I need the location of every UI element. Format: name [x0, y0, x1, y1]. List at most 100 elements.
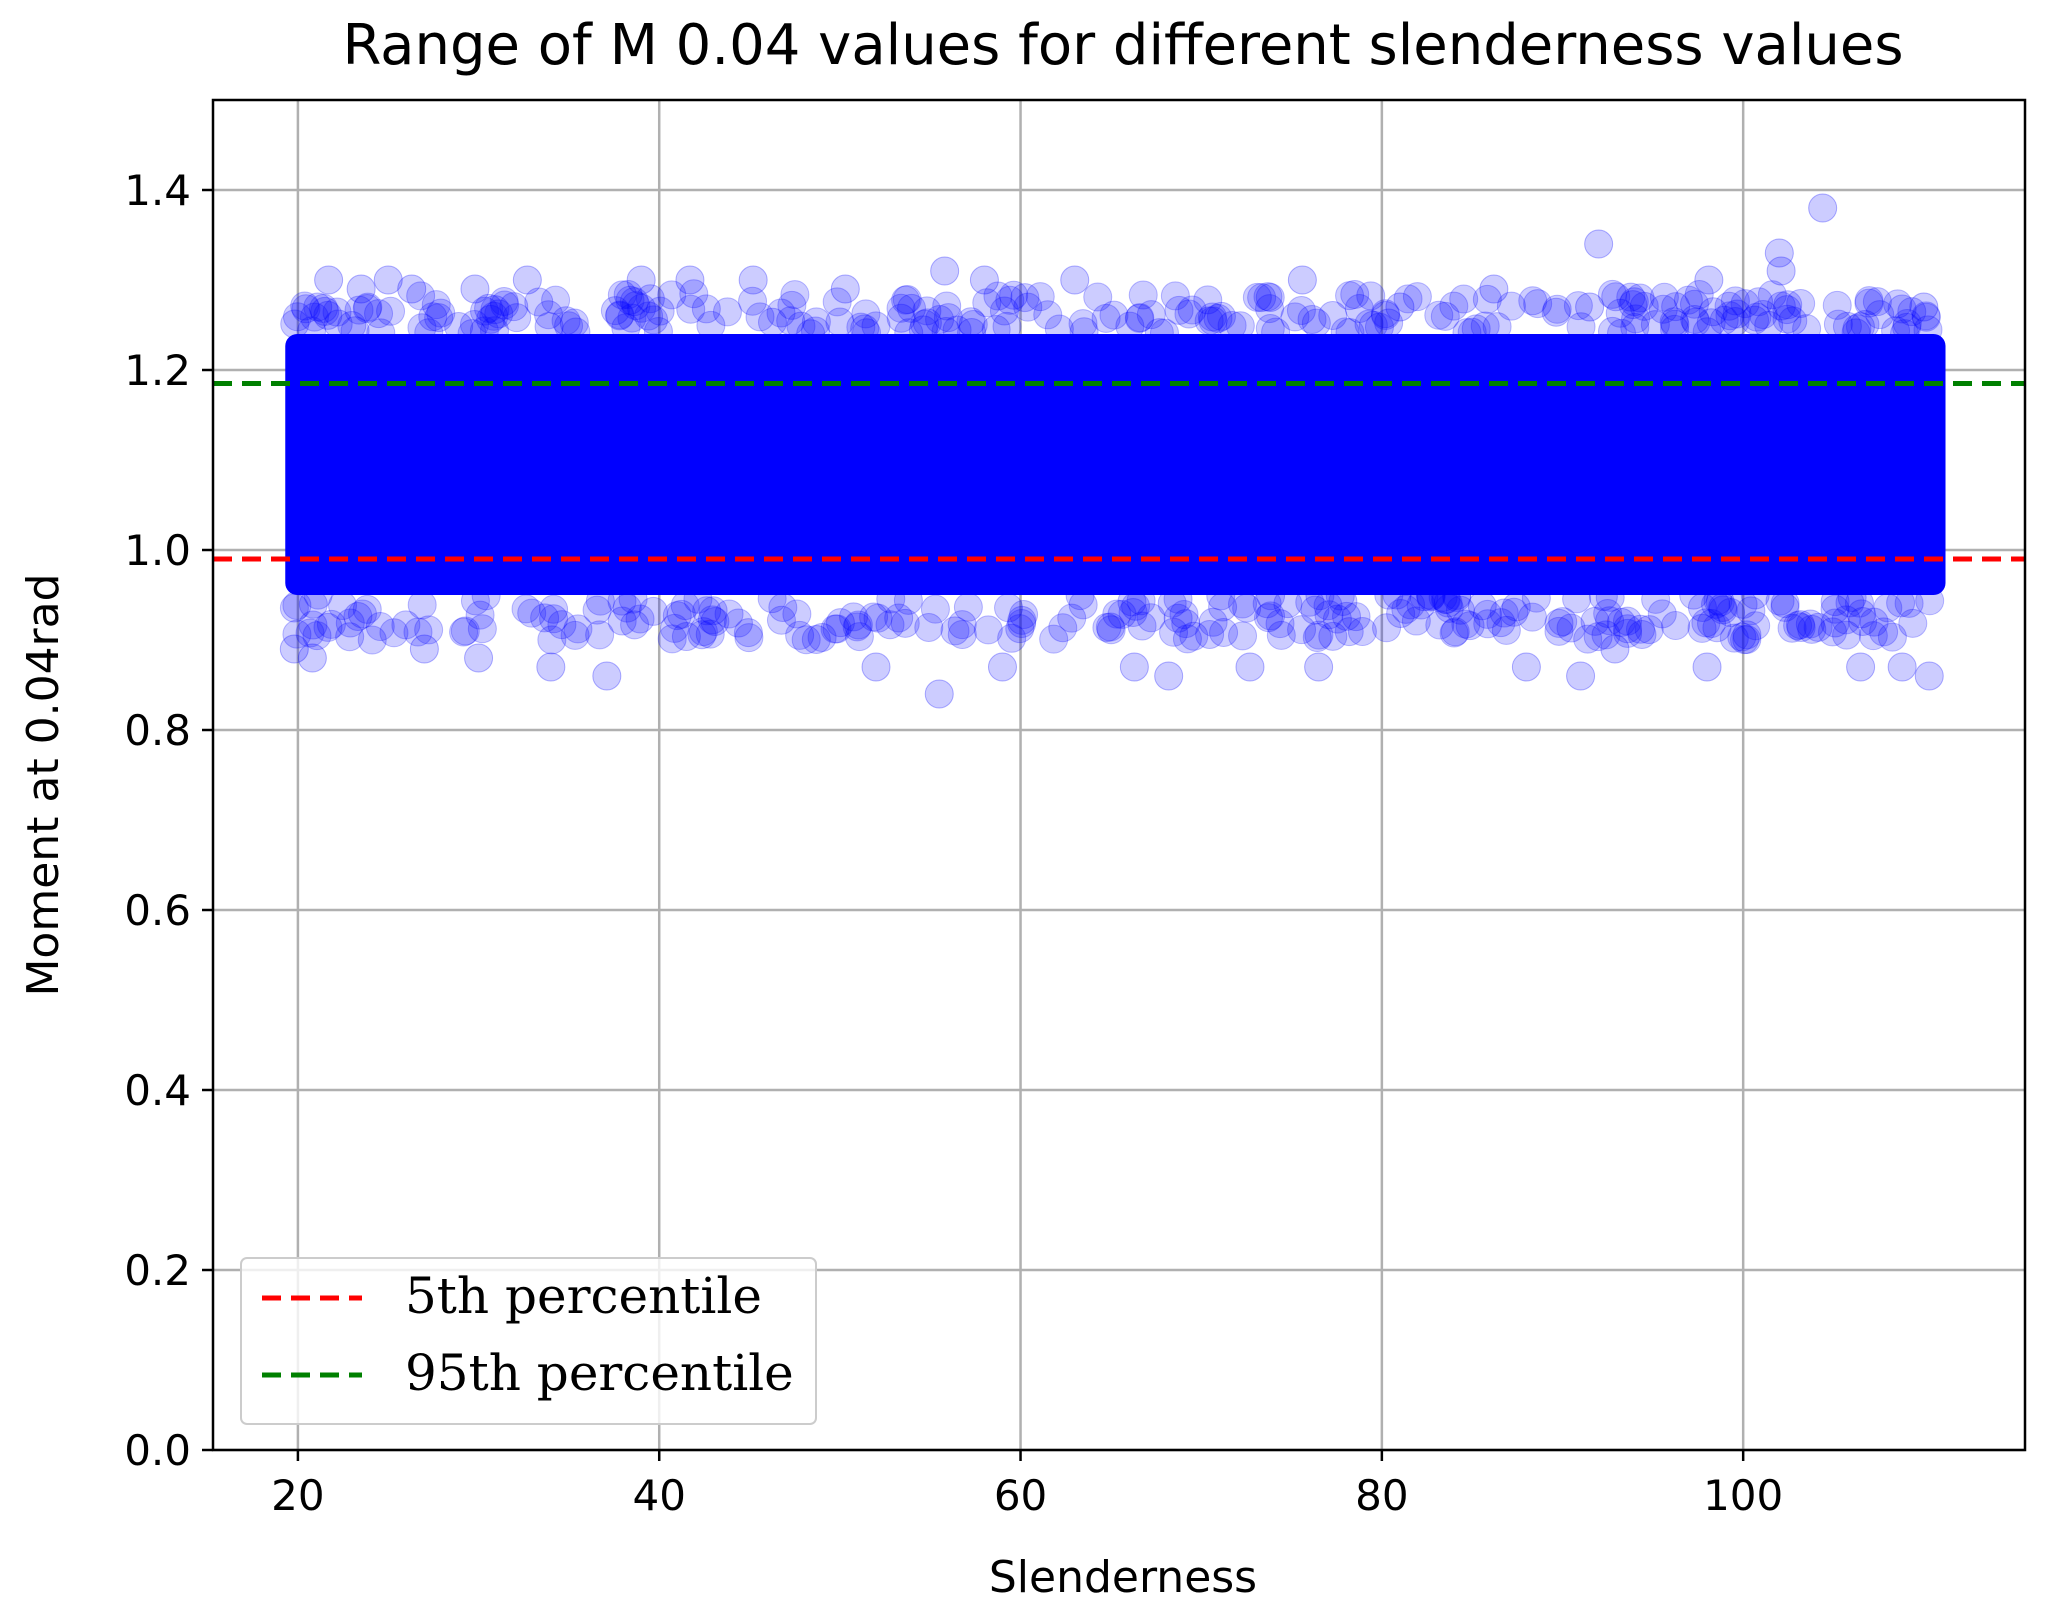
scatter-point [1835, 588, 1865, 618]
scatter-point-outlier [1914, 661, 1944, 691]
scatter-point [1217, 311, 1247, 341]
scatter-point [1225, 311, 1255, 341]
scatter-point [524, 287, 554, 317]
x-tick-label: 80 [1355, 1471, 1408, 1520]
scatter-point [1157, 588, 1187, 618]
scatter-point [1591, 620, 1621, 650]
scatter-point [1340, 279, 1370, 309]
scatter-point [1169, 600, 1199, 630]
scatter-point [807, 622, 837, 652]
scatter-point [1692, 317, 1722, 347]
scatter-point [1873, 593, 1903, 623]
scatter-point [657, 280, 687, 310]
y-tick-label: 1.4 [124, 166, 191, 215]
scatter-point [426, 298, 456, 328]
scatter-point [1255, 314, 1285, 344]
scatter-point-outlier [397, 274, 427, 304]
legend-label-95th: 95th percentile [405, 1344, 794, 1402]
scatter-point-outlier [924, 679, 954, 709]
scatter-point-outlier [1287, 265, 1317, 295]
scatter-point [1765, 586, 1795, 616]
scatter-point [1601, 282, 1631, 312]
scatter-point [403, 617, 433, 647]
scatter-point [1541, 297, 1571, 327]
scatter-point [1777, 613, 1807, 643]
scatter-point [1848, 606, 1878, 636]
scatter-point [1318, 621, 1348, 651]
scatter-point [607, 280, 637, 310]
scatter-point [1491, 615, 1521, 645]
scatter-point [958, 310, 988, 340]
scatter-point [1679, 580, 1709, 610]
scatter-point [1728, 589, 1758, 619]
scatter-point [1820, 594, 1850, 624]
scatter-point [343, 601, 373, 631]
scatter-point-outlier [1511, 652, 1541, 682]
scatter-point [1393, 284, 1423, 314]
scatter-point [1431, 584, 1461, 614]
scatter-point [1732, 624, 1762, 654]
scatter-point [1597, 279, 1627, 309]
scatter-point [1783, 611, 1813, 641]
scatter-point [1661, 292, 1691, 322]
scatter-point [1613, 618, 1643, 648]
scatter-point [605, 300, 635, 330]
scatter-point [1708, 592, 1738, 622]
scatter-point [852, 318, 882, 348]
scatter-point [1702, 613, 1732, 643]
scatter-point [766, 605, 796, 635]
scatter-point [560, 620, 590, 650]
scatter-point-outlier [1566, 661, 1596, 691]
scatter-point [1402, 282, 1432, 312]
scatter-point [1820, 608, 1850, 638]
scatter-point [1228, 621, 1258, 651]
scatter-point [357, 625, 387, 655]
scatter-point [1472, 599, 1502, 629]
scatter-point [280, 309, 310, 339]
scatter-point [323, 309, 353, 339]
scatter-point [1208, 592, 1238, 622]
scatter-point [697, 605, 727, 635]
scatter-point [1256, 581, 1286, 611]
scatter-point [517, 598, 547, 628]
scatter-point [1374, 580, 1404, 610]
scatter-point [364, 299, 394, 329]
scatter-point [1295, 587, 1325, 617]
scatter-point [1007, 609, 1037, 639]
scatter-point [480, 316, 510, 346]
scatter-point [886, 293, 916, 323]
scatter-point [1634, 615, 1664, 645]
scatter-point [1470, 311, 1500, 341]
scatter-point [1266, 620, 1296, 650]
scatter-point [1297, 304, 1327, 334]
scatter-point [1118, 597, 1148, 627]
scatter-point [1374, 308, 1404, 338]
scatter-point [688, 617, 718, 647]
scatter-point [612, 593, 642, 623]
scatter-point [1416, 582, 1446, 612]
scatter-point [671, 622, 701, 652]
scatter-point [1786, 288, 1816, 318]
scatter-point [1854, 286, 1884, 316]
scatter-point [585, 620, 615, 650]
scatter-point [1548, 607, 1578, 637]
scatter-point [539, 594, 569, 624]
scatter-point [376, 296, 406, 326]
scatter-point [1595, 582, 1625, 612]
scatter-point [942, 315, 972, 345]
scatter-point [912, 296, 942, 326]
scatter-point [1428, 582, 1458, 612]
scatter-point [530, 603, 560, 633]
scatter-point [892, 284, 922, 314]
scatter-point [418, 302, 448, 332]
scatter-point [561, 317, 591, 347]
scatter-point [1025, 282, 1055, 312]
scatter-point [890, 608, 920, 638]
scatter-point [1862, 287, 1892, 317]
scatter-point [1172, 624, 1202, 654]
scatter-point-outlier [1766, 256, 1796, 286]
scatter-point [800, 316, 830, 346]
scatter-point [1174, 299, 1204, 329]
scatter-point [1255, 283, 1285, 313]
scatter-point [1439, 618, 1469, 648]
